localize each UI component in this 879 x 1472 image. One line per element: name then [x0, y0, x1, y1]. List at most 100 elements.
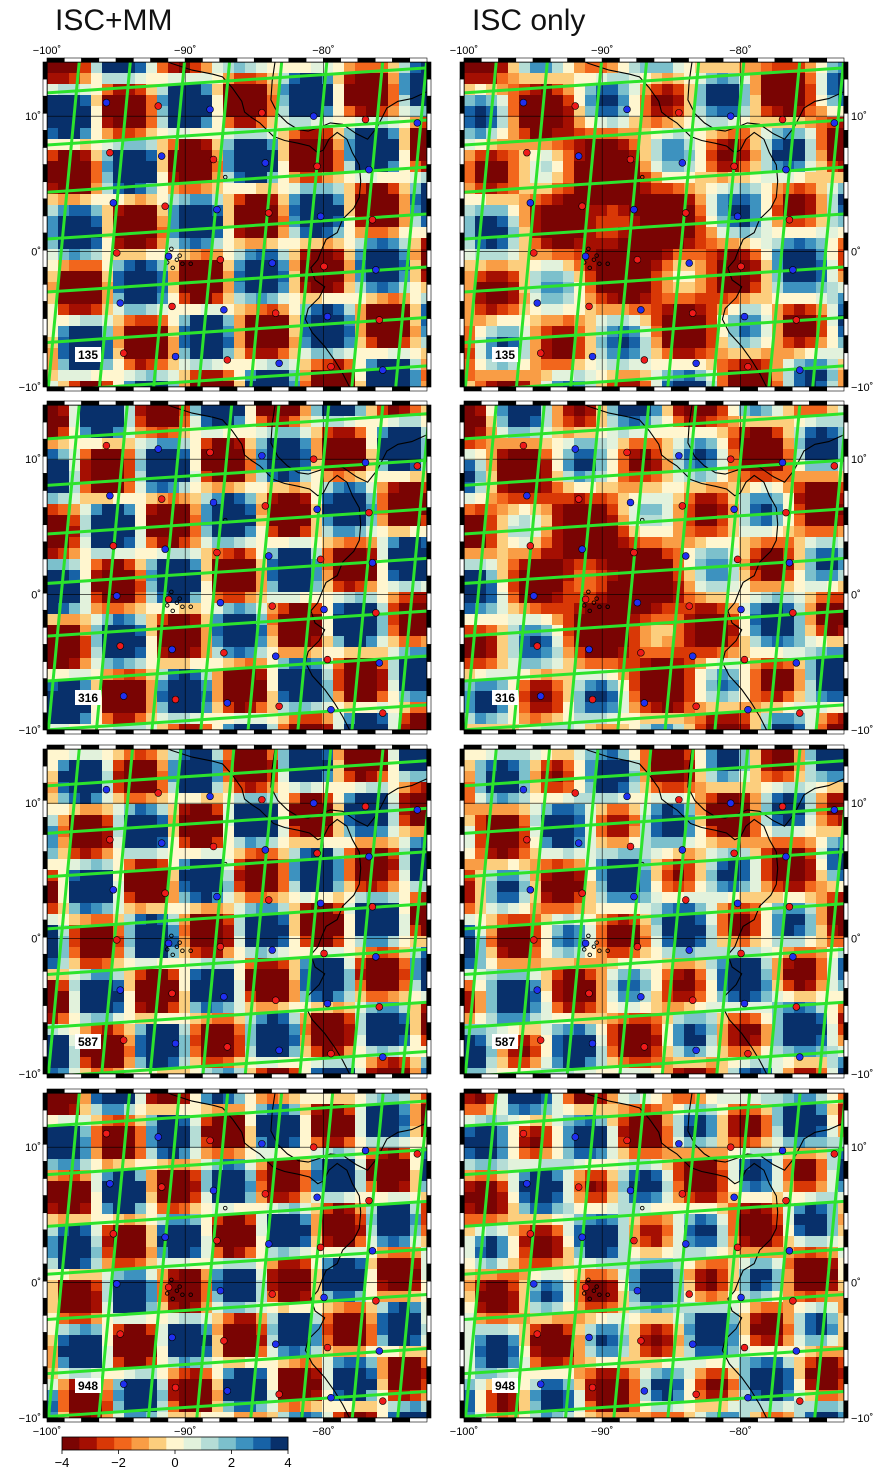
lat-tick-label: −10˚: [851, 1413, 873, 1425]
colorbar-swatch: [96, 1437, 115, 1450]
lat-tick-label: −10˚: [851, 725, 873, 737]
checkerboard-grid-lines: [47, 749, 427, 1074]
lat-tick-label: −10˚: [19, 1069, 41, 1081]
depth-label: 587: [495, 1035, 515, 1049]
column-title-isc-mm: ISC+MM: [55, 4, 173, 37]
lat-tick-label: 0˚: [851, 934, 861, 946]
map-panel-isc-mm-135: 135 10˚ 0˚ −10˚ −100˚ −90˚ −80˚: [19, 45, 432, 394]
depth-label-background: [75, 690, 101, 705]
lon-tick-label: −80˚: [312, 45, 334, 57]
depth-label: 316: [495, 691, 515, 705]
map-panel-isc-only-135: 135 10˚ 0˚ −10˚ −100˚ −90˚ −80˚: [450, 45, 874, 394]
lat-tick-label: −10˚: [19, 725, 41, 737]
checkerboard-grid-lines: [47, 405, 427, 730]
colorbar-swatch: [235, 1437, 254, 1450]
lon-tick-label: −90˚: [591, 1426, 613, 1438]
colorbar: −4 −2 0 2 4: [55, 1436, 292, 1470]
lat-tick-label: 0˚: [851, 247, 861, 259]
depth-label: 948: [78, 1379, 98, 1393]
lat-tick-label: −10˚: [19, 1413, 41, 1425]
map-frame: [459, 57, 849, 392]
map-frame: [459, 1088, 849, 1423]
colorbar-swatch: [79, 1437, 98, 1450]
map-panel-isc-only-948: 948 10˚ 0˚ −10˚ −100˚ −90˚ −80˚: [450, 1088, 873, 1438]
map-frame: [42, 744, 432, 1079]
map-frame: [42, 1088, 432, 1423]
lon-tick-label: −80˚: [729, 1426, 751, 1438]
colorbar-swatch: [201, 1437, 219, 1450]
map-panel-isc-only-316: 316 10˚ 0˚ −10˚: [459, 400, 873, 737]
lat-tick-label: 0˚: [31, 247, 41, 259]
colorbar-swatch: [166, 1437, 185, 1450]
lon-tick-label: −90˚: [174, 45, 196, 57]
colorbar-swatch: [218, 1437, 237, 1450]
lon-tick-label: −90˚: [174, 1426, 196, 1438]
lon-tick-label: −100˚: [33, 45, 61, 57]
depth-label: 135: [78, 348, 98, 362]
depth-label-background: [492, 690, 518, 705]
colorbar-tick-label: 4: [284, 1455, 291, 1470]
lon-tick-label: −100˚: [33, 1426, 61, 1438]
colorbar-swatch: [114, 1437, 132, 1450]
lat-tick-label: 10˚: [851, 454, 867, 466]
depth-label: 948: [495, 1379, 515, 1393]
lon-tick-label: −80˚: [312, 1426, 334, 1438]
depth-label-background: [492, 347, 518, 362]
colorbar-swatch: [62, 1437, 80, 1450]
lat-tick-label: 0˚: [31, 1278, 41, 1290]
lat-tick-label: 10˚: [851, 111, 867, 123]
lon-tick-label: −80˚: [729, 45, 751, 57]
node-dots: [102, 1129, 422, 1405]
velocity-anomaly-raster: [464, 1093, 844, 1418]
lon-tick-label: −100˚: [450, 1426, 478, 1438]
lat-tick-label: −10˚: [851, 1069, 873, 1081]
map-frame: [42, 57, 432, 392]
lat-tick-label: −10˚: [19, 382, 41, 394]
node-dots: [102, 785, 422, 1061]
colorbar-tick-label: 0: [171, 1455, 178, 1470]
colorbar-swatch: [253, 1437, 272, 1450]
depth-label-background: [75, 1034, 101, 1049]
map-frame: [42, 400, 432, 735]
colorbar-swatch: [148, 1437, 167, 1450]
velocity-anomaly-raster: [47, 1093, 427, 1418]
lat-tick-label: 10˚: [851, 798, 867, 810]
node-dots: [519, 98, 839, 374]
velocity-anomaly-raster: [464, 749, 844, 1074]
lat-tick-label: 10˚: [25, 1142, 41, 1154]
node-dots: [102, 98, 422, 374]
colorbar-swatch: [131, 1437, 150, 1450]
lat-tick-label: 0˚: [851, 590, 861, 602]
depth-label-background: [492, 1034, 518, 1049]
checkerboard-grid-lines: [47, 1093, 427, 1418]
column-title-isc-only: ISC only: [472, 4, 586, 37]
lat-tick-label: 10˚: [25, 454, 41, 466]
colorbar-swatch: [183, 1437, 202, 1450]
checkerboard-grid-lines: [464, 1093, 844, 1418]
map-frame: [459, 744, 849, 1079]
map-panel-isc-only-587: 587 10˚ 0˚ −10˚: [459, 744, 873, 1081]
lat-tick-label: 0˚: [851, 1278, 861, 1290]
lat-tick-label: 0˚: [31, 590, 41, 602]
colorbar-swatch: [270, 1437, 289, 1450]
lat-tick-label: 10˚: [25, 798, 41, 810]
map-frame: [459, 400, 849, 735]
map-panel-isc-mm-587: 587 10˚ 0˚ −10˚: [19, 744, 432, 1081]
depth-label: 587: [78, 1035, 98, 1049]
map-panel-isc-mm-316: 316 10˚ 0˚ −10˚: [19, 400, 432, 737]
colorbar-tick-label: −2: [111, 1455, 126, 1470]
node-dots: [519, 785, 839, 1061]
lon-tick-label: −90˚: [591, 45, 613, 57]
map-panel-isc-mm-948: 948 10˚ 0˚ −10˚−100˚ −90˚ −80˚: [19, 1088, 432, 1438]
depth-label-background: [75, 347, 101, 362]
depth-label: 316: [78, 691, 98, 705]
lat-tick-label: 10˚: [25, 111, 41, 123]
node-dots: [519, 1129, 839, 1405]
node-dots: [102, 441, 422, 717]
depth-label: 135: [495, 348, 515, 362]
colorbar-tick-label: −4: [55, 1455, 70, 1470]
lon-tick-label: −100˚: [450, 45, 478, 57]
checkerboard-grid-lines: [47, 62, 427, 387]
